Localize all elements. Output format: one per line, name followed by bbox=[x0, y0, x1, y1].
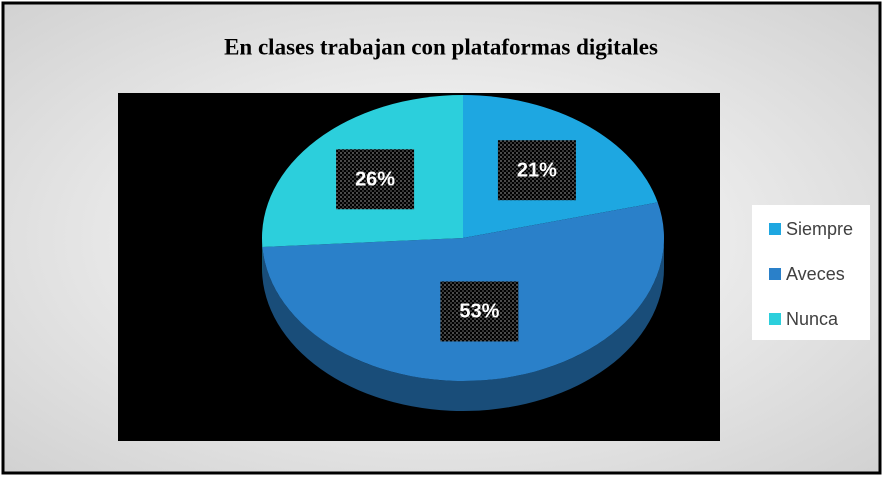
chart-title: En clases trabajan con plataformas digit… bbox=[224, 34, 658, 59]
legend-label: Nunca bbox=[786, 309, 839, 329]
legend-label: Siempre bbox=[786, 219, 853, 239]
legend-swatch bbox=[769, 223, 781, 235]
legend-label: Aveces bbox=[786, 264, 845, 284]
legend-swatch bbox=[769, 313, 781, 325]
legend-swatch bbox=[769, 268, 781, 280]
data-label: 26% bbox=[355, 169, 395, 191]
data-label: 21% bbox=[517, 159, 557, 181]
data-label: 53% bbox=[459, 301, 499, 323]
